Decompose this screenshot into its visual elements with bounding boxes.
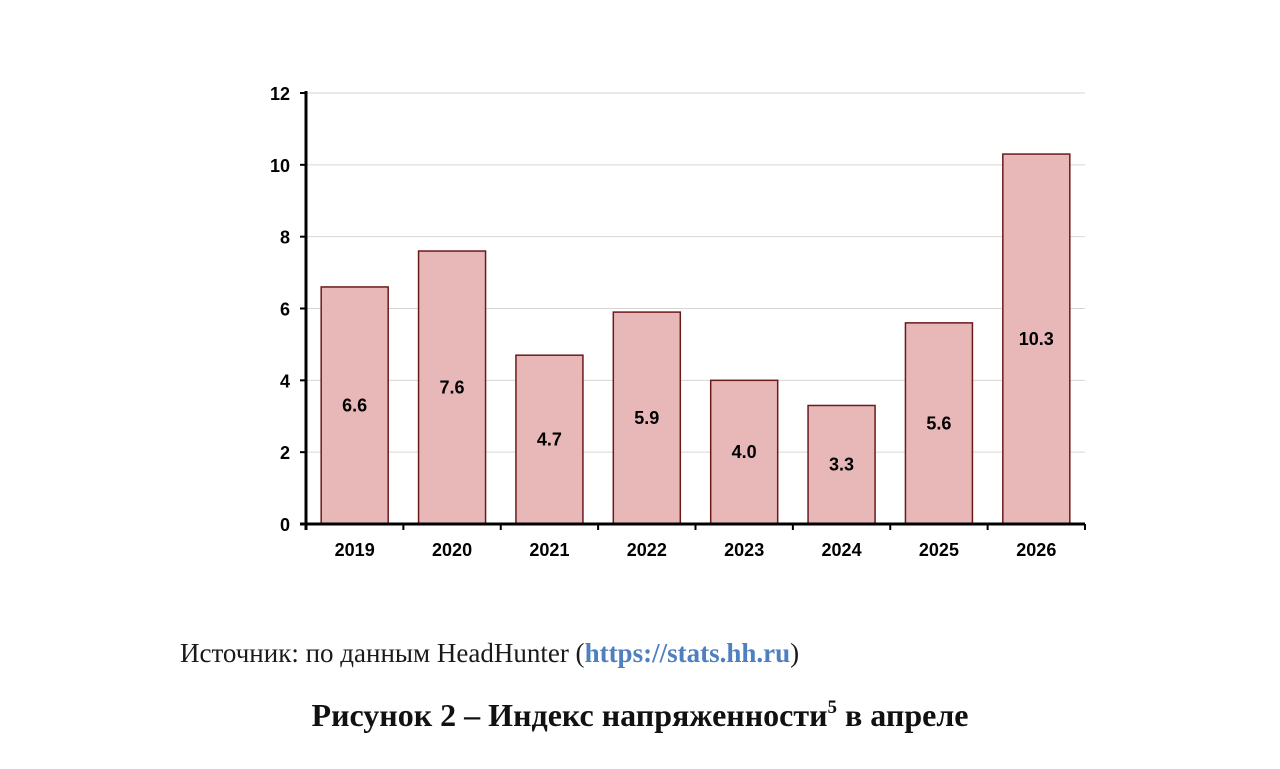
x-tick-label: 2021 bbox=[529, 540, 569, 560]
bar-chart: 0 2 4 6 8 10 12 6.6 2019 7.6 2020 4.7 2021 5.9 2022 4.0… bbox=[270, 84, 1086, 560]
x-tick-label: 2023 bbox=[724, 540, 764, 560]
bar bbox=[515, 354, 584, 525]
data-label: 4.0 bbox=[732, 442, 757, 462]
y-tick-label: 12 bbox=[270, 84, 290, 104]
bar bbox=[709, 379, 779, 525]
data-label: 3.3 bbox=[829, 455, 854, 475]
x-tick-label: 2019 bbox=[335, 540, 375, 560]
bar bbox=[612, 311, 682, 525]
x-tick-label: 2026 bbox=[1016, 540, 1056, 560]
caption-footnote-mark: 5 bbox=[827, 697, 838, 718]
x-tick-label: 2020 bbox=[432, 540, 472, 560]
source-suffix: ) bbox=[790, 638, 800, 668]
y-tick-label: 8 bbox=[280, 228, 290, 248]
bar bbox=[320, 286, 389, 525]
x-tick-label: 2025 bbox=[919, 540, 959, 560]
bar bbox=[417, 250, 487, 525]
caption-main: Рисунок 2 – Индекс напряженности bbox=[311, 697, 828, 733]
x-tick-label: 2024 bbox=[822, 540, 862, 560]
y-tick-label: 0 bbox=[280, 515, 290, 535]
data-label: 4.7 bbox=[537, 430, 562, 450]
y-tick-label: 10 bbox=[270, 156, 290, 176]
bar bbox=[1002, 153, 1071, 525]
bar bbox=[904, 322, 974, 525]
x-tick-label: 2022 bbox=[627, 540, 667, 560]
data-label: 10.3 bbox=[1019, 329, 1054, 349]
figure-caption: Рисунок 2 – Индекс напряженности5 в апре… bbox=[0, 697, 1280, 734]
data-label: 5.9 bbox=[634, 408, 659, 428]
data-label: 7.6 bbox=[440, 378, 465, 398]
y-tick-label: 4 bbox=[280, 371, 290, 391]
source-link[interactable]: https://stats.hh.ru bbox=[584, 638, 791, 668]
y-tick-label: 2 bbox=[280, 443, 290, 463]
chart-svg: 0 2 4 6 8 10 12 6.6 2019 7.6 2020 4.7 2021 5.9 2022 4.0… bbox=[270, 84, 1086, 560]
data-label: 6.6 bbox=[342, 395, 367, 415]
y-tick-label: 6 bbox=[280, 300, 290, 320]
data-label: 5.6 bbox=[926, 413, 951, 433]
source-note: Источник: по данным HeadHunter (https://… bbox=[180, 638, 799, 669]
caption-tail: в апреле bbox=[837, 697, 969, 733]
source-prefix: Источник: по данным HeadHunter ( bbox=[180, 638, 585, 668]
bar bbox=[807, 404, 876, 525]
